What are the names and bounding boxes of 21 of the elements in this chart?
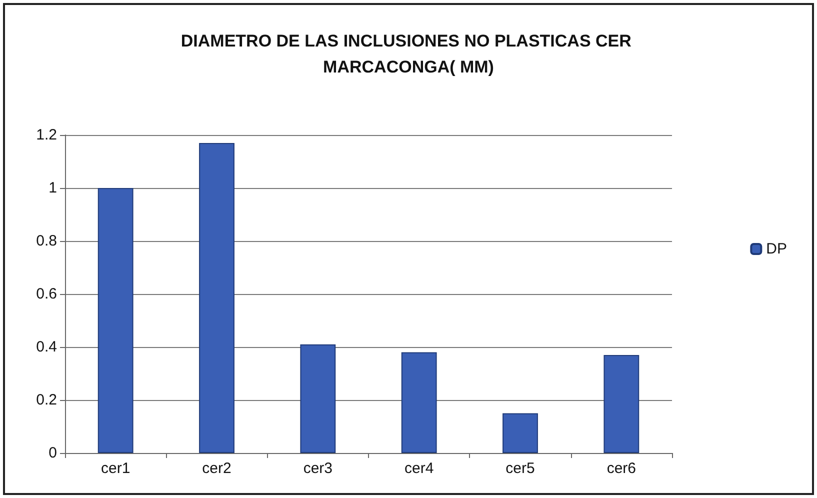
x-tick-label: cer5 [506,460,535,477]
bar [98,188,134,453]
y-tick-label: 1 [48,180,57,196]
bar [199,142,234,453]
bar [401,352,437,453]
bar [300,344,336,453]
y-tick-label: 0.6 [36,286,57,302]
y-tick-label: 0.8 [36,232,57,250]
x-tick-label: cer1 [100,460,130,477]
bar [502,413,538,453]
legend-label: DP [766,240,788,258]
x-tick-label: cer6 [606,460,636,477]
x-tick-label: cer3 [303,460,333,477]
y-tick-label: 1.2 [36,126,57,144]
x-tick-label: cer2 [202,460,232,477]
chart-title: DIAMETRO DE LAS INCLUSIONES NO PLASTICAS CER MARCACONGA( MM) [180,32,636,76]
bar [604,354,640,453]
y-tick-label: 0.2 [36,392,57,408]
y-tick-label: 0 [48,444,57,462]
y-tick-label: 0.4 [36,338,57,356]
x-tick-label: cer4 [404,460,434,477]
